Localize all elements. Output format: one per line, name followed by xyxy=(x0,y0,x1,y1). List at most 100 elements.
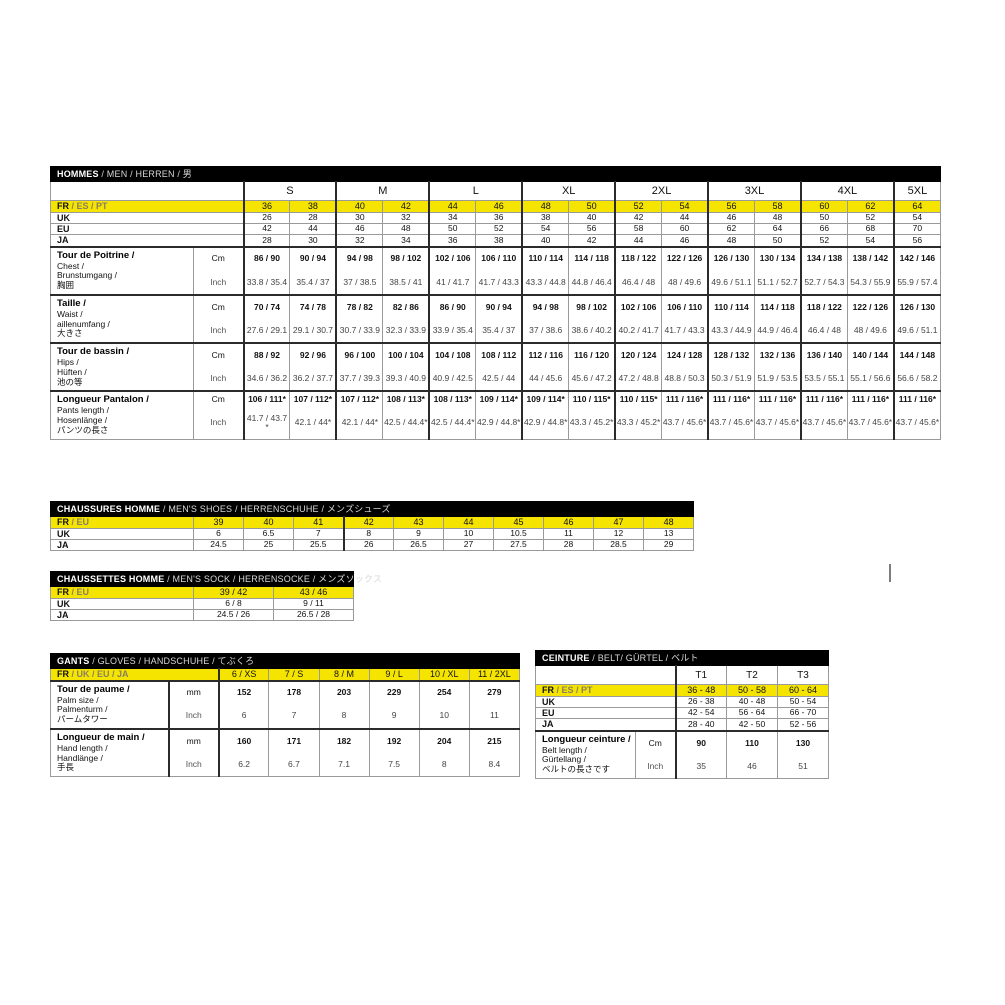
shoes-size-row: JA 24.5 25 25.5 26 26.5 27 27.5 28 28.5 29 xyxy=(50,539,695,552)
unit-label: mm xyxy=(168,679,220,705)
row-label-rest: / EU xyxy=(69,517,90,528)
men-measure-row-imperial: Inch 41.7 / 43.7 * 42.1 / 44* 42.1 / 44* 42.… xyxy=(51,408,941,440)
value-cell: 7.5 xyxy=(368,753,420,778)
value-cell: 49.6 / 51.1 xyxy=(892,319,941,344)
measure-label-line: Waist / xyxy=(57,308,83,319)
shoes-size-row: UK 6 6.5 7 8 9 10 10.5 11 12 13 xyxy=(50,527,695,541)
unit-label: Cm xyxy=(193,390,245,409)
value-cell: 90 xyxy=(675,729,727,756)
row-label-strong: JA xyxy=(57,540,69,551)
value-cell: 6 xyxy=(218,704,270,730)
value-cell: 37.7 / 39.3 xyxy=(335,367,384,392)
value-cell: 28.5 xyxy=(593,539,644,552)
socks-size-row: FR / EU 39 / 42 43 / 46 xyxy=(50,586,354,599)
gloves-banner-row: GANTS / GLOVES / HANDSCHUHE / てぶくろ xyxy=(50,652,520,670)
value-cell: 47.2 / 48.8 xyxy=(614,367,663,392)
row-label: FR / UK / EU / JA xyxy=(49,668,220,682)
value-cell: 12 xyxy=(593,527,644,541)
belt-group-header: T3 xyxy=(777,665,829,686)
value-cell: 43.3 / 44.8 xyxy=(521,270,570,296)
value-cell: 107 / 112* xyxy=(289,390,337,409)
value-cell: 13 xyxy=(642,527,695,541)
row-label: JA xyxy=(50,539,194,552)
value-cell: 43.7 / 45.6* xyxy=(892,408,941,440)
belt-group-header-row: T1 T2 T3 xyxy=(535,665,829,686)
value-cell: 66 xyxy=(799,223,848,236)
measure-label: Taille / Waist / aillenumfang / 大きさ xyxy=(50,293,194,344)
measure-label-line: aillenumfang / xyxy=(57,318,110,329)
value-cell: 111 / 116* xyxy=(892,390,941,409)
value-cell: 52.7 / 54.3 xyxy=(799,270,848,296)
value-cell: 43 xyxy=(393,516,444,529)
value-cell: 111 / 116* xyxy=(661,390,709,409)
value-cell: 6.5 xyxy=(243,527,294,541)
value-cell: 160 xyxy=(218,727,270,754)
value-cell: 66 - 70 xyxy=(777,707,829,720)
men-measure-row-imperial: Inch 33.8 / 35.4 35.4 / 37 37 / 38.5 38.5 / … xyxy=(51,270,941,296)
empty-corner xyxy=(535,665,677,686)
size-group-header: XL xyxy=(521,181,616,202)
value-cell: 124 / 128 xyxy=(661,342,709,368)
value-cell: 64 xyxy=(753,223,802,236)
value-cell: 52 xyxy=(846,211,895,225)
measure-label-line: Hosenlänge / xyxy=(57,415,108,426)
value-cell: 54 xyxy=(846,234,895,248)
unit-label: Inch xyxy=(193,270,245,296)
value-cell: 51.1 / 52.7 xyxy=(753,270,802,296)
measure-label-line: Longueur Pantalon / xyxy=(57,394,149,406)
measure-label: Longueur de main / Hand length / Handlänge… xyxy=(49,727,170,778)
unit-label: Inch xyxy=(193,408,245,440)
row-label-strong: JA xyxy=(57,235,69,246)
value-cell: 7 / S xyxy=(268,668,320,682)
value-cell: 68 xyxy=(846,223,895,236)
value-cell: 28 xyxy=(289,211,337,225)
value-cell: 9 xyxy=(393,527,444,541)
row-label: JA xyxy=(535,718,677,732)
value-cell: 62 xyxy=(846,200,895,213)
value-cell: 41.7 / 43.3 xyxy=(661,319,709,344)
value-cell: 43.7 / 45.6* xyxy=(661,408,709,440)
row-label-strong: FR xyxy=(57,201,69,212)
value-cell: 56 - 64 xyxy=(726,707,778,720)
value-cell: 6.7 xyxy=(268,753,320,778)
value-cell: 42 - 54 xyxy=(675,707,727,720)
value-cell: 46 xyxy=(335,223,384,236)
value-cell: 43.3 / 44.9 xyxy=(707,319,755,344)
value-cell: 128 / 132 xyxy=(707,342,755,368)
value-cell: 27.5 xyxy=(493,539,544,552)
belt-banner-row: CEINTURE / BELT/ GÜRTEL / ベルト xyxy=(535,649,829,667)
value-cell: 39 / 42 xyxy=(193,586,274,599)
value-cell: 40 xyxy=(335,200,384,213)
value-cell: 43.3 / 45.2* xyxy=(568,408,616,440)
value-cell: 109 / 114* xyxy=(475,390,523,409)
value-cell: 279 xyxy=(468,679,521,705)
measure-label-line: Longueur de main / xyxy=(57,731,145,743)
row-label-strong: FR xyxy=(57,587,69,598)
value-cell: 30 xyxy=(335,211,384,225)
value-cell: 50.3 / 51.9 xyxy=(707,367,755,392)
value-cell: 204 xyxy=(418,727,470,754)
value-cell: 24.5 / 26 xyxy=(193,609,274,622)
row-label: UK xyxy=(50,211,245,225)
value-cell: 42 xyxy=(242,223,291,236)
measure-label-line: ベルトの長さです xyxy=(542,764,611,775)
measure-label-line: Hüften / xyxy=(57,366,87,377)
value-cell: 10 xyxy=(418,704,470,730)
row-label: JA xyxy=(50,234,245,248)
value-cell: 42.5 / 44 xyxy=(475,367,523,392)
value-cell: 33.9 / 35.4 xyxy=(428,319,477,344)
row-label-strong: UK xyxy=(57,528,70,539)
unit-label: Cm xyxy=(635,729,677,756)
value-cell: 49.6 / 51.1 xyxy=(707,270,755,296)
value-cell: 50 xyxy=(799,211,848,225)
row-label: FR / EU xyxy=(50,516,194,529)
value-cell: 36 - 48 xyxy=(675,684,727,697)
measure-label-line: 池の等 xyxy=(57,376,83,387)
value-cell: 9 / L xyxy=(368,668,420,682)
value-cell: 37 / 38.5 xyxy=(335,270,384,296)
value-cell: 60 - 64 xyxy=(777,684,829,697)
value-cell: 112 / 116 xyxy=(521,342,570,368)
measure-label-line: Chest / xyxy=(57,260,84,271)
men-measure-row-imperial: Inch 34.6 / 36.2 36.2 / 37.7 37.7 / 39.3 39.… xyxy=(51,367,941,392)
men-banner-row: HOMMES / MEN / HERREN / 男 xyxy=(50,165,941,183)
